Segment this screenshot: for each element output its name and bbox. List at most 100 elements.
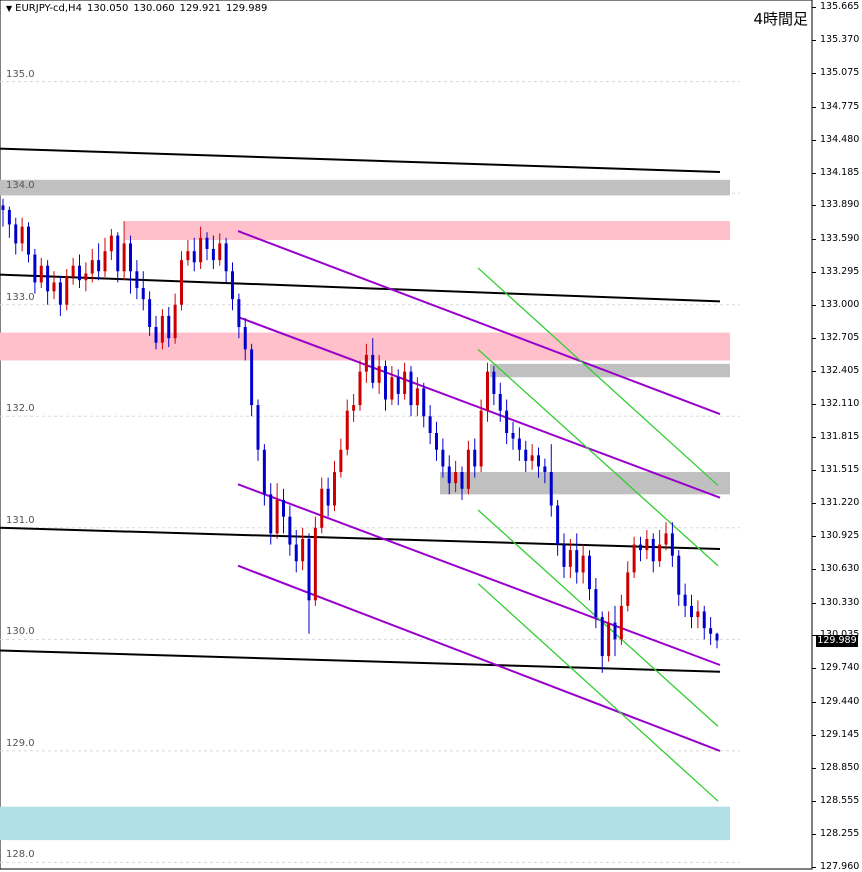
axis-tick-mark bbox=[812, 503, 816, 505]
axis-tick-mark bbox=[812, 73, 816, 75]
axis-tick-mark bbox=[812, 569, 816, 571]
candle-body bbox=[664, 533, 668, 545]
channel-line-purple[interactable] bbox=[237, 564, 721, 752]
candle-body bbox=[639, 544, 642, 551]
channel-line-purple[interactable] bbox=[237, 230, 721, 415]
axis-tick-mark bbox=[812, 106, 816, 108]
trendline[interactable] bbox=[0, 273, 721, 303]
axis-tick-label: 135.370 bbox=[820, 34, 860, 46]
candle-body bbox=[135, 271, 139, 288]
candle-body bbox=[396, 377, 400, 394]
candle-body bbox=[524, 449, 528, 461]
trendlines[interactable] bbox=[0, 147, 721, 673]
candle-body bbox=[97, 260, 101, 272]
candle-body bbox=[333, 472, 336, 506]
candle-body bbox=[27, 226, 30, 255]
trendline[interactable] bbox=[0, 649, 721, 673]
channel-line-green[interactable] bbox=[477, 348, 719, 567]
candle-body bbox=[613, 622, 617, 640]
axis-tick-label: 133.590 bbox=[820, 232, 860, 244]
axis-tick-mark bbox=[812, 536, 816, 538]
candle-body bbox=[377, 366, 381, 383]
candles bbox=[1, 198, 719, 673]
price-axis[interactable]: 135.665 135.370 135.075 134.775 134.480 134.1… bbox=[812, 0, 862, 872]
level-label: 132.0 bbox=[6, 403, 35, 415]
axis-tick-mark bbox=[812, 139, 816, 141]
candle-body bbox=[486, 371, 489, 411]
candle-body bbox=[65, 276, 69, 305]
channel-line-green[interactable] bbox=[477, 509, 719, 727]
candle-body bbox=[409, 371, 413, 406]
axis-tick-label: 130.630 bbox=[820, 563, 860, 575]
zone-level bbox=[440, 472, 730, 495]
candle-body bbox=[307, 538, 311, 601]
candle-body bbox=[122, 243, 126, 272]
channel-line-purple[interactable] bbox=[237, 483, 721, 666]
axis-tick-label: 130.330 bbox=[820, 596, 860, 608]
candle-body bbox=[454, 472, 458, 484]
candle-body bbox=[250, 349, 254, 406]
candle-body bbox=[543, 466, 547, 473]
candle-body bbox=[237, 299, 241, 328]
candle-body bbox=[658, 544, 662, 562]
axis-tick-label: 135.665 bbox=[820, 1, 860, 13]
level-label: 135.0 bbox=[6, 68, 35, 80]
candle-body bbox=[148, 299, 152, 328]
zone-level bbox=[0, 179, 730, 196]
candle-body bbox=[581, 555, 585, 573]
axis-tick-mark bbox=[812, 205, 816, 207]
candle-body bbox=[7, 209, 11, 225]
trendline[interactable] bbox=[0, 526, 721, 550]
open-value: 130.050 bbox=[86, 3, 129, 14]
axis-tick-label: 127.960 bbox=[820, 860, 860, 872]
candle-body bbox=[20, 226, 24, 244]
current-price-tag: 129.989 bbox=[816, 634, 858, 647]
axis-tick-mark bbox=[812, 800, 816, 802]
zone-level bbox=[490, 363, 730, 378]
axis-tick-mark bbox=[812, 866, 816, 868]
candle-body bbox=[435, 433, 438, 450]
candle-body bbox=[231, 271, 234, 300]
candle-body bbox=[301, 538, 305, 562]
candle-body bbox=[537, 455, 540, 467]
axis-tick-mark bbox=[812, 271, 816, 273]
trendline[interactable] bbox=[0, 147, 721, 173]
candle-body bbox=[517, 438, 521, 450]
candle-body bbox=[702, 611, 706, 629]
axis-tick-mark bbox=[812, 470, 816, 472]
candle-body bbox=[575, 550, 579, 573]
candle-body bbox=[167, 315, 171, 339]
candle-body bbox=[326, 488, 330, 506]
candle-body bbox=[632, 544, 636, 573]
channel-line-green[interactable] bbox=[477, 267, 719, 486]
axis-tick-label: 132.110 bbox=[820, 398, 860, 409]
channel-line-green[interactable] bbox=[477, 583, 719, 802]
axis-tick-label: 132.405 bbox=[820, 365, 860, 377]
candle-body bbox=[211, 248, 215, 261]
axis-tick-label: 133.890 bbox=[820, 199, 860, 211]
candle-body bbox=[84, 273, 88, 281]
candle-body bbox=[294, 544, 298, 562]
axis-tick-mark bbox=[812, 371, 816, 373]
candle-body bbox=[58, 282, 62, 305]
axis-tick-mark bbox=[812, 767, 816, 769]
channels[interactable] bbox=[237, 230, 721, 802]
candle-body bbox=[645, 538, 649, 551]
candle-body bbox=[52, 282, 56, 292]
candle-body bbox=[428, 416, 432, 433]
candle-body bbox=[670, 533, 674, 556]
zone-support bbox=[0, 806, 730, 841]
level-label: 131.0 bbox=[6, 514, 35, 526]
axis-tick-mark bbox=[812, 40, 816, 42]
axis-tick-mark bbox=[812, 602, 816, 604]
candle-body bbox=[129, 243, 132, 272]
axis-tick-mark bbox=[812, 304, 816, 306]
axis-tick-mark bbox=[812, 436, 816, 438]
level-label: 130.0 bbox=[6, 626, 35, 638]
channel-line-purple[interactable] bbox=[237, 316, 721, 499]
axis-tick-mark bbox=[812, 701, 816, 703]
axis-tick-label: 129.740 bbox=[820, 662, 860, 674]
axis-tick-label: 128.555 bbox=[820, 794, 860, 806]
